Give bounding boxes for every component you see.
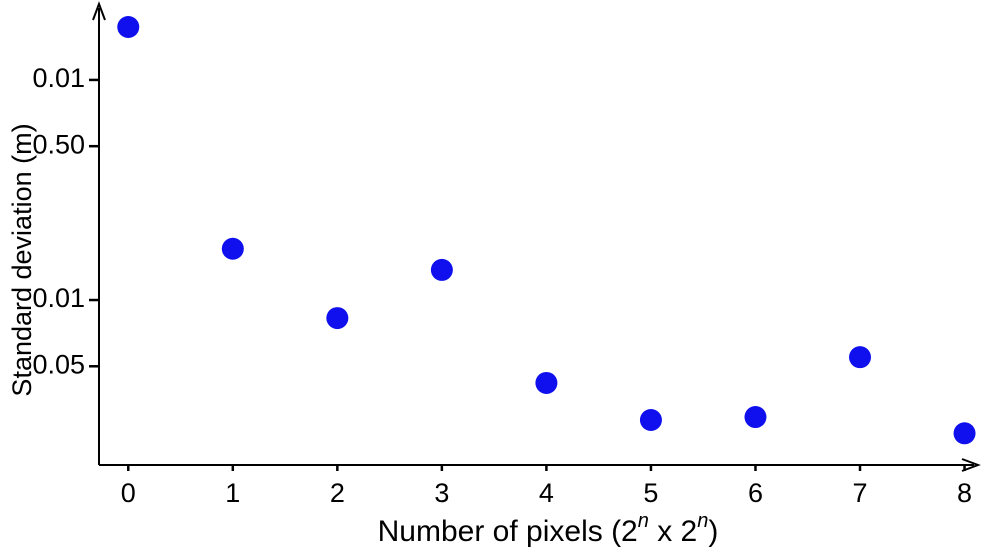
x-axis-arrow	[961, 458, 981, 472]
data-point	[326, 307, 349, 330]
x-tick-label: 1	[225, 478, 240, 508]
y-tick-label: 0.01	[32, 63, 85, 93]
data-point	[744, 406, 767, 429]
y-axis-arrow	[92, 1, 106, 21]
x-axis-label-part: Number of pixels (2	[378, 515, 638, 548]
x-axis-label-part: x 2	[649, 515, 697, 548]
x-tick-label: 5	[643, 478, 658, 508]
x-tick-label: 7	[852, 478, 867, 508]
x-axis-label-superscript: n	[697, 510, 708, 532]
data-point	[117, 15, 140, 38]
x-tick-label: 4	[539, 478, 554, 508]
data-point	[953, 422, 976, 445]
x-tick-label: 3	[434, 478, 449, 508]
data-point	[535, 371, 558, 394]
y-tick-label: 0.05	[32, 349, 85, 379]
data-point	[221, 237, 244, 260]
x-tick-label: 8	[957, 478, 972, 508]
y-tick-label: 0.01	[32, 283, 85, 313]
x-axis-label-superscript: n	[638, 510, 649, 532]
x-axis-label: Number of pixels (2n x 2n)	[378, 510, 719, 548]
x-tick-label: 6	[748, 478, 763, 508]
x-axis-label-part: )	[708, 515, 718, 548]
y-tick-label: 0.50	[32, 129, 85, 159]
data-point	[430, 258, 453, 281]
y-axis-label: Standard deviation (m)	[7, 123, 37, 396]
x-tick-label: 0	[121, 478, 136, 508]
data-point	[849, 346, 872, 369]
x-tick-label: 2	[330, 478, 345, 508]
data-point	[639, 409, 662, 432]
